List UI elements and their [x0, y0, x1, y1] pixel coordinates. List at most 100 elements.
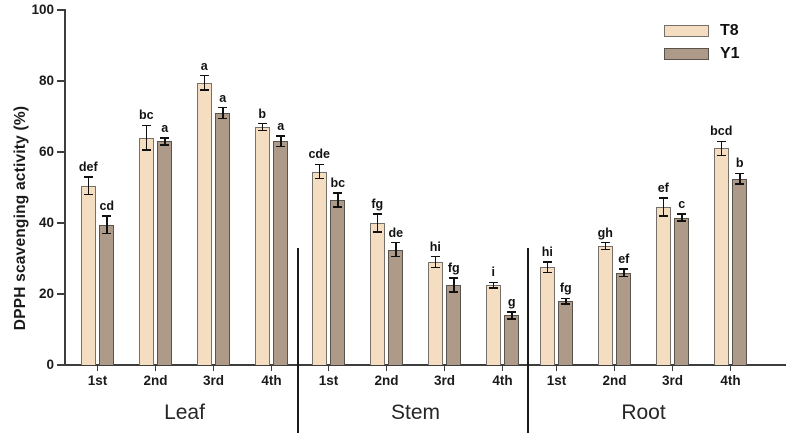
significance-letter: b: [258, 106, 267, 121]
x-tick-label: 2nd: [602, 373, 627, 388]
error-bar-cap-top: [619, 268, 629, 270]
y-tick-mark: [57, 80, 64, 82]
significance-letter: ef: [618, 252, 630, 267]
x-tick-label: 3rd: [433, 373, 455, 388]
error-bar-cap-top: [677, 213, 687, 215]
significance-letter: fg: [371, 197, 384, 212]
error-bar-cap-bottom: [276, 145, 286, 148]
y-tick-label: 80: [38, 73, 54, 88]
bar-y1-root-3rd: [674, 217, 690, 365]
group-label-leaf: Leaf: [164, 401, 205, 424]
x-tick-label: 3rd: [202, 373, 224, 388]
error-bar-cap-bottom: [102, 232, 112, 235]
significance-letter: bc: [330, 175, 346, 190]
error-bar-cap-bottom: [160, 144, 170, 146]
error-bar-cap-bottom: [218, 117, 228, 120]
significance-letter: fg: [559, 281, 572, 296]
x-tick-mark: [385, 366, 388, 371]
error-bar: [565, 298, 567, 304]
bar-y1-stem-4th: [504, 315, 520, 365]
x-tick-mark: [613, 366, 616, 371]
error-bar: [203, 75, 205, 90]
bar-t8-root-4th: [713, 148, 729, 365]
significance-letter: a: [219, 90, 227, 105]
y-tick-label: 0: [46, 357, 54, 372]
x-tick-mark: [154, 366, 157, 371]
legend: T8 Y1: [664, 22, 740, 68]
y-axis-line: [64, 9, 66, 366]
y-tick-label: 100: [31, 2, 54, 17]
error-bar-cap-bottom: [677, 220, 687, 222]
bar-y1-leaf-3rd: [215, 112, 231, 365]
error-bar: [434, 256, 436, 268]
significance-letter: a: [277, 119, 285, 134]
significance-letter: bc: [138, 108, 154, 123]
error-bar-cap-top: [141, 124, 151, 127]
error-bar-cap-top: [658, 197, 668, 199]
x-tick-mark: [270, 366, 273, 371]
error-bar: [222, 107, 224, 119]
x-tick-label: 1st: [318, 373, 339, 388]
error-bar-cap-top: [542, 261, 552, 263]
error-bar: [662, 198, 664, 216]
y-tick-mark: [57, 222, 64, 224]
bar-t8-root-3rd: [655, 207, 671, 365]
group-label-root: Root: [621, 401, 666, 424]
x-tick-mark: [96, 366, 99, 371]
error-bar: [106, 215, 108, 234]
error-bar: [492, 282, 494, 288]
bar-t8-leaf-4th: [254, 127, 270, 365]
bar-t8-stem-3rd: [427, 262, 443, 365]
error-bar-cap-top: [430, 255, 440, 258]
legend-label-t8: T8: [720, 22, 739, 39]
x-tick-mark: [212, 366, 215, 371]
error-bar-cap-top: [372, 213, 382, 215]
bar-y1-stem-1st: [330, 199, 346, 365]
error-bar-cap-top: [83, 176, 93, 178]
error-bar-cap-top: [735, 172, 745, 175]
x-tick-label: 4th: [492, 373, 513, 388]
y-tick-mark: [57, 151, 64, 153]
x-tick-mark: [729, 366, 732, 371]
error-bar: [720, 141, 722, 156]
x-tick-label: 4th: [720, 373, 741, 388]
error-bar-cap-top: [314, 163, 324, 166]
group-divider-line: [527, 248, 529, 433]
error-bar-cap-top: [716, 140, 726, 143]
x-tick-label: 1st: [546, 373, 567, 388]
error-bar: [145, 125, 147, 151]
x-tick-mark: [501, 366, 504, 371]
error-bar: [546, 262, 548, 273]
bar-y1-root-1st: [558, 301, 574, 365]
error-bar-cap-bottom: [199, 89, 209, 91]
error-bar-cap-top: [449, 277, 459, 279]
error-bar-cap-top: [199, 74, 209, 77]
error-bar-cap-bottom: [716, 154, 726, 157]
significance-letter: hi: [429, 239, 441, 254]
y1-color-swatch: [664, 48, 709, 60]
error-bar-cap-top: [257, 122, 267, 125]
significance-letter: bcd: [710, 124, 733, 139]
error-bar-cap-bottom: [658, 215, 668, 217]
significance-letter: gh: [597, 225, 613, 240]
error-bar: [681, 214, 683, 222]
y-tick-mark: [57, 364, 64, 366]
y-tick-label: 40: [38, 215, 54, 230]
error-bar: [337, 192, 339, 207]
significance-letter: b: [735, 156, 744, 171]
error-bar-cap-bottom: [141, 149, 151, 151]
bar-y1-root-4th: [732, 178, 748, 365]
error-bar-cap-bottom: [507, 318, 517, 320]
significance-letter: a: [200, 58, 208, 73]
error-bar: [395, 242, 397, 257]
x-tick-label: 1st: [87, 373, 108, 388]
x-tick-mark: [555, 366, 558, 371]
y-tick-label: 20: [38, 286, 54, 301]
bar-t8-leaf-2nd: [138, 137, 154, 365]
x-tick-mark: [327, 366, 330, 371]
significance-letter: cde: [308, 147, 331, 162]
error-bar: [318, 164, 320, 179]
significance-letter: fg: [447, 261, 460, 276]
significance-letter: i: [491, 265, 495, 280]
error-bar: [164, 137, 166, 145]
